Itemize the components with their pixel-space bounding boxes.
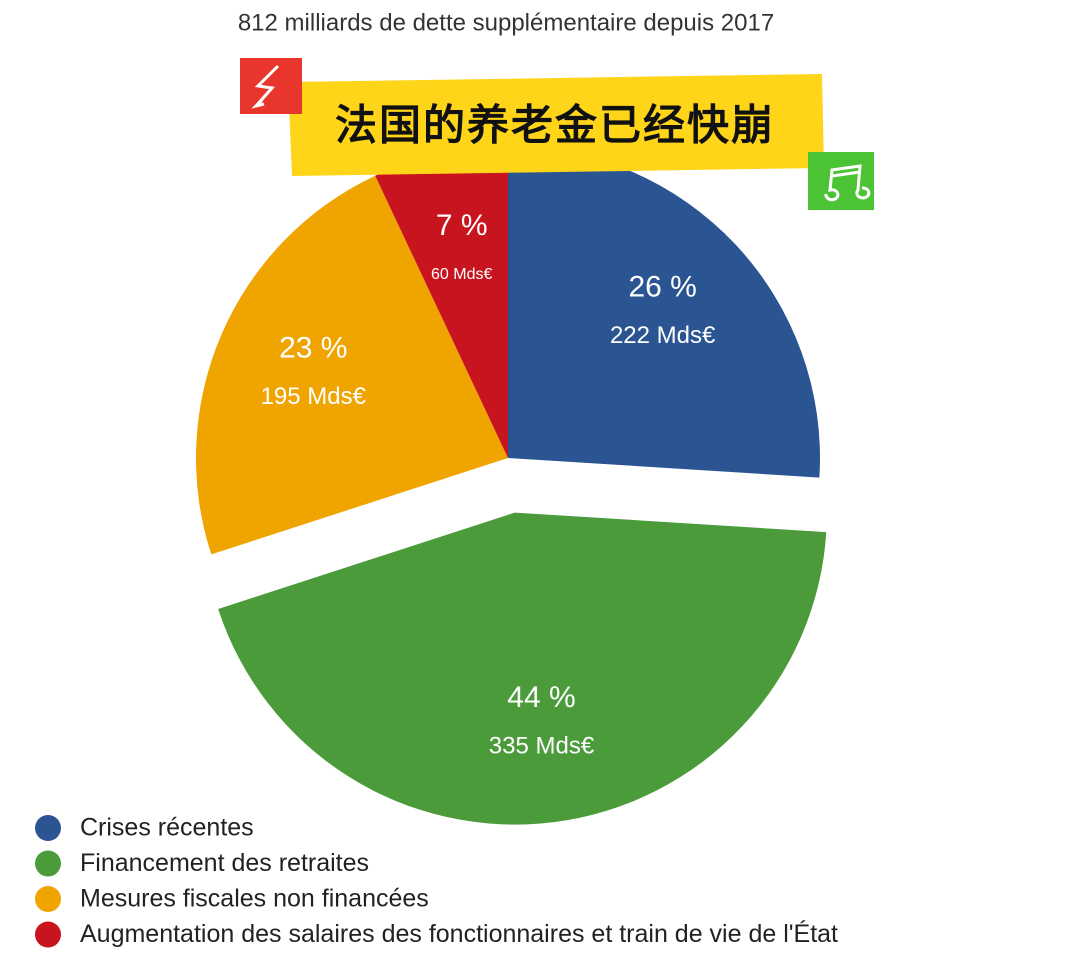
banner-text: 法国的养老金已经快崩 [335, 101, 775, 150]
slice-amount-label: 195 Mds€ [261, 383, 367, 410]
slice-percent-label: 7 % [436, 209, 488, 242]
legend-swatch [35, 815, 61, 841]
icon-glyph [824, 164, 871, 202]
legend-label: Augmentation des salaires des fonctionna… [80, 919, 838, 948]
banner-sticker: 法国的养老金已经快崩 [288, 74, 824, 176]
pie-slice [195, 175, 508, 555]
music-icon [808, 152, 874, 210]
icon-background [808, 152, 874, 210]
slice-percent-label: 23 % [279, 332, 347, 365]
chart-title: 812 milliards de dette supplémentaire de… [238, 9, 774, 36]
lightning-icon [240, 58, 302, 114]
slice-percent-label: 44 % [507, 681, 575, 714]
banner-background [288, 74, 824, 176]
slice-percent-label: 26 % [628, 271, 696, 304]
pie-slice [375, 146, 508, 458]
pie-slice [508, 146, 820, 478]
legend-label: Financement des retraites [80, 849, 369, 877]
legend-swatch [35, 921, 61, 948]
icon-background [240, 58, 302, 114]
legend-label: Mesures fiscales non financées [80, 885, 429, 913]
legend-swatch [35, 886, 61, 912]
legend-swatch [35, 850, 61, 877]
legend-label: Crises récentes [80, 814, 254, 842]
pie-slice [218, 512, 827, 825]
icon-glyph [251, 64, 280, 109]
pie: 26 % 222 Mds€ 44 % 335 Mds€ 23 % 195 Mds€ 7 % 6… [195, 146, 827, 825]
slice-amount-label: 335 Mds€ [489, 732, 595, 759]
legend: Crises récentes Financement des retraites… [35, 814, 838, 948]
slice-amount-label: 60 Mds€ [431, 266, 492, 283]
slice-amount-label: 222 Mds€ [610, 322, 716, 349]
